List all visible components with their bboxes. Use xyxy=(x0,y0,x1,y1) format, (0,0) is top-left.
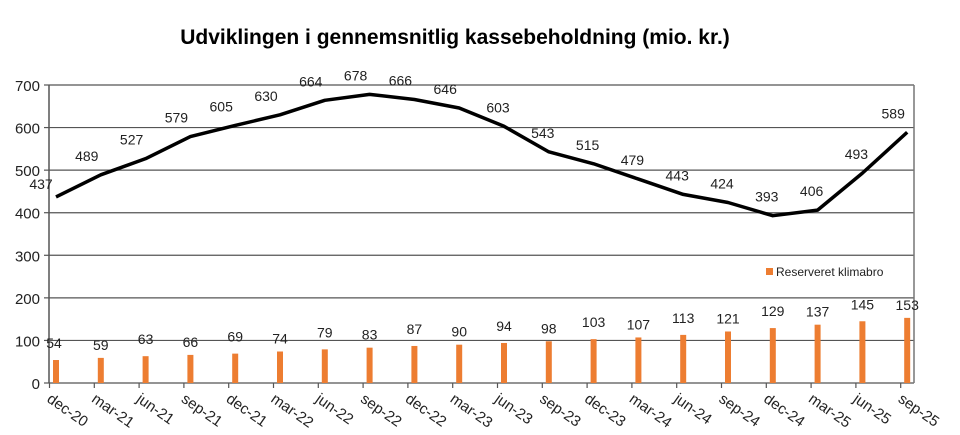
x-tick-label: jun-23 xyxy=(491,390,536,428)
bar-data-label: 90 xyxy=(451,324,467,340)
bar xyxy=(769,328,776,383)
y-tick-label: 0 xyxy=(32,376,40,393)
bar xyxy=(814,324,821,383)
line-data-label: 543 xyxy=(531,125,555,141)
bar xyxy=(97,357,104,383)
line-data-label: 437 xyxy=(29,176,53,192)
bar xyxy=(725,331,731,383)
line-data-label: 489 xyxy=(75,148,99,164)
y-tick-label: 200 xyxy=(15,291,40,308)
bar xyxy=(142,356,149,383)
x-tick-label: jun-21 xyxy=(132,390,177,428)
x-tick-label: mar-21 xyxy=(89,390,138,431)
bar xyxy=(590,339,597,383)
line-data-label: 579 xyxy=(165,110,189,126)
line-data-label: 443 xyxy=(666,167,690,183)
bar-data-label: 69 xyxy=(227,329,243,345)
line-data-label: 646 xyxy=(434,81,458,97)
line-data-label: 393 xyxy=(755,189,779,205)
x-tick-label: dec-20 xyxy=(44,390,91,430)
legend-swatch xyxy=(766,268,773,275)
bar-data-label: 153 xyxy=(896,297,920,313)
bar xyxy=(680,334,687,383)
legend-label: Reserveret klimabro xyxy=(776,265,884,279)
line-data-label: 589 xyxy=(882,105,906,121)
bar xyxy=(456,344,463,383)
line-data-label: 603 xyxy=(486,99,510,115)
bar xyxy=(545,341,552,383)
x-tick-label: jun-24 xyxy=(670,390,715,428)
bar-data-label: 137 xyxy=(806,304,830,320)
bar xyxy=(411,345,418,383)
line-series xyxy=(55,92,909,218)
line-data-label: 605 xyxy=(210,98,234,114)
bar-data-label: 87 xyxy=(407,321,423,337)
line-data-label: 527 xyxy=(120,132,144,148)
bar xyxy=(501,342,507,383)
x-tick-label: dec-24 xyxy=(761,390,808,430)
bar xyxy=(187,354,194,383)
x-tick-label: mar-24 xyxy=(626,390,675,431)
x-tick-label: dec-23 xyxy=(581,390,628,430)
y-tick-label: 500 xyxy=(15,163,40,180)
chart-title: Udviklingen i gennemsnitlig kassebeholdn… xyxy=(180,26,730,49)
bar xyxy=(53,360,59,383)
x-tick-label: mar-23 xyxy=(447,390,496,431)
bar xyxy=(635,337,642,383)
x-tick-label: sep-22 xyxy=(357,390,404,430)
line-data-label: 493 xyxy=(845,146,869,162)
x-tick-label: mar-25 xyxy=(805,390,854,431)
line-data-label: 424 xyxy=(710,175,734,191)
line-data-label: 664 xyxy=(299,73,323,89)
x-tick-label: jun-22 xyxy=(312,390,357,428)
bar-data-label: 74 xyxy=(272,330,288,346)
bar-data-label: 103 xyxy=(582,314,606,330)
x-tick-label: sep-25 xyxy=(895,390,942,430)
line-data-label: 666 xyxy=(389,72,413,88)
bar-data-label: 94 xyxy=(496,318,512,334)
y-tick-label: 400 xyxy=(15,206,40,223)
line-data-label: 630 xyxy=(254,88,278,104)
line-data-label: 406 xyxy=(800,183,824,199)
bar-data-label: 59 xyxy=(93,337,109,353)
bar-data-label: 54 xyxy=(46,335,62,351)
bar-data-label: 63 xyxy=(138,331,154,347)
bar-data-label: 121 xyxy=(716,310,740,326)
bar-data-label: 83 xyxy=(362,327,378,343)
bar xyxy=(366,347,373,383)
line-data-label: 515 xyxy=(576,137,600,153)
y-tick-label: 700 xyxy=(15,78,40,95)
y-tick-label: 300 xyxy=(15,248,40,265)
bar xyxy=(904,317,911,383)
bar-data-label: 98 xyxy=(541,320,557,336)
bar-data-label: 79 xyxy=(317,324,333,340)
x-tick-label: jun-25 xyxy=(849,390,894,428)
bar xyxy=(859,321,866,383)
bar-data-label: 129 xyxy=(761,303,785,319)
bar xyxy=(232,353,239,383)
y-tick-label: 100 xyxy=(15,333,40,350)
x-tick-label: mar-22 xyxy=(268,390,317,431)
bar-data-label: 145 xyxy=(851,296,875,312)
bar xyxy=(321,349,328,383)
y-tick-label: 600 xyxy=(15,121,40,138)
x-tick-label: dec-22 xyxy=(402,390,449,430)
bar xyxy=(277,351,283,383)
bar-data-label: 113 xyxy=(672,310,695,326)
x-tick-label: sep-21 xyxy=(178,390,225,430)
x-tick-label: sep-23 xyxy=(537,390,584,430)
line-data-label: 479 xyxy=(621,152,645,168)
bar-data-label: 107 xyxy=(627,316,651,332)
line-data-label: 678 xyxy=(344,67,368,83)
x-tick-label: sep-24 xyxy=(716,390,763,430)
x-tick-label: dec-21 xyxy=(223,390,270,430)
bar-data-label: 66 xyxy=(183,334,199,350)
